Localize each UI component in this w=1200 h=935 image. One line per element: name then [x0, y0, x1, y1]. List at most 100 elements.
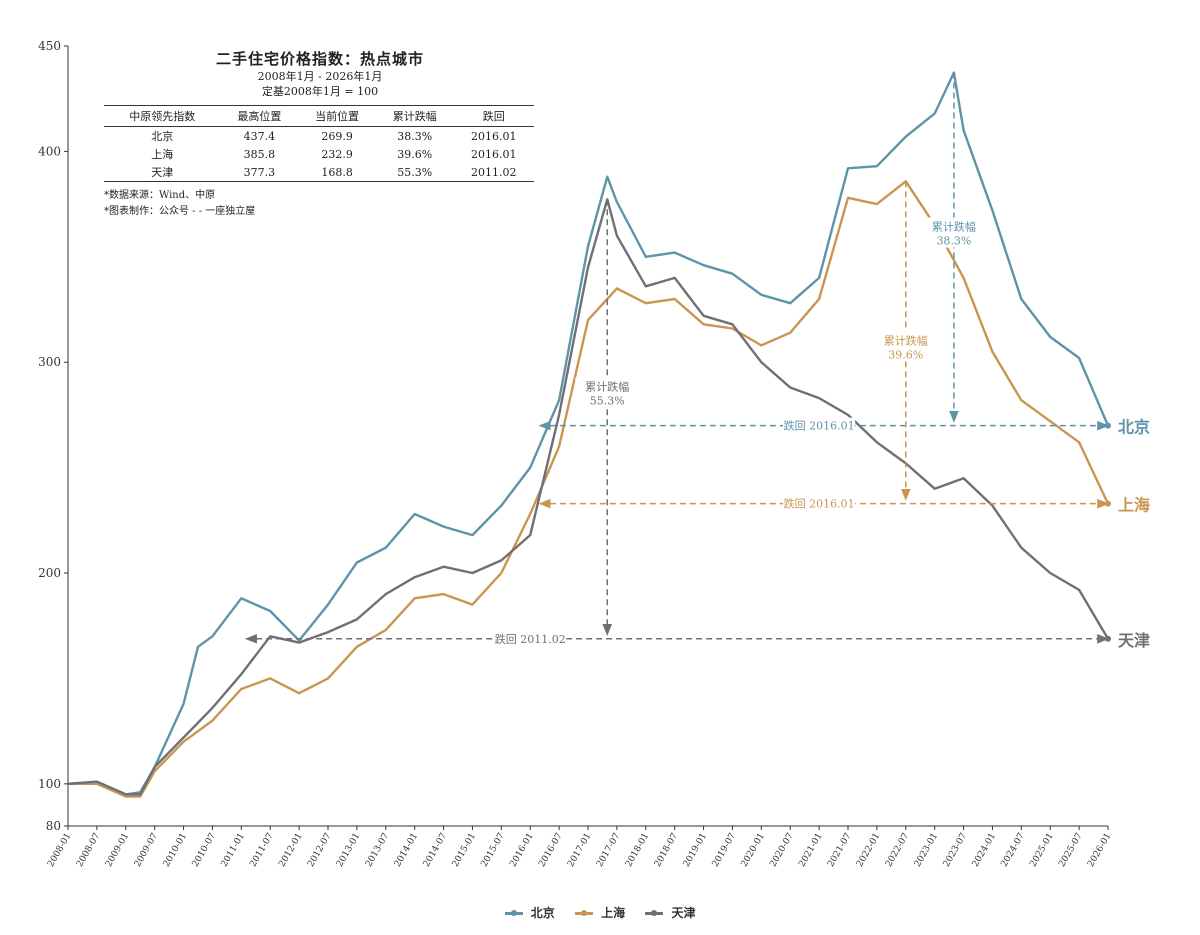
base-note: 定基2008年1月 = 100 [261, 85, 379, 98]
x-tick-label: 2025-01 [1028, 832, 1055, 869]
reference-label-bg [494, 630, 567, 646]
info-table-header: 中原领先指数 [104, 105, 221, 127]
x-tick-label: 2018-01 [624, 832, 651, 869]
end-label: 天津 [1118, 631, 1150, 650]
table-cell: 38.3% [397, 129, 433, 143]
x-tick-label: 2015-01 [451, 832, 478, 869]
table-cell: 2016.01 [471, 129, 517, 143]
y-tick-label: 450 [38, 39, 61, 53]
end-point [1105, 500, 1111, 507]
x-tick-label: 2023-01 [913, 832, 940, 869]
drop-label-bg [575, 377, 640, 408]
y-tick-label: 300 [38, 355, 61, 369]
x-tick-label: 2010-07 [191, 831, 218, 869]
x-tick-label: 2013-07 [364, 831, 391, 869]
drop-label-bg [873, 331, 938, 362]
table-cell: 168.8 [321, 165, 353, 179]
x-tick-label: 2014-07 [422, 831, 449, 869]
y-tick-label: 400 [38, 144, 61, 158]
reference-label-bg [783, 417, 856, 433]
table-cell: 天津 [151, 166, 174, 179]
legend-swatch-shanghai [574, 910, 593, 916]
chart-title: 二手住宅价格指数：热点城市 [215, 50, 424, 68]
x-tick-label: 2022-01 [855, 832, 882, 869]
x-tick-label: 2017-01 [566, 832, 593, 869]
x-tick-label: 2009-07 [133, 831, 160, 869]
table-cell: 377.3 [243, 165, 276, 179]
author-note: *图表制作：公众号 - - 一座独立屋 [104, 206, 256, 217]
x-tick-label: 2025-07 [1057, 831, 1084, 869]
x-tick-label: 2023-07 [942, 831, 969, 869]
end-point [1105, 422, 1111, 429]
x-tick-label: 2021-01 [797, 832, 824, 869]
x-tick-label: 2024-07 [1000, 831, 1027, 869]
drop-value: 39.6% [888, 348, 923, 361]
legend-label: 上海 [601, 906, 626, 920]
info-table-header-row: 中原领先指数 最高位置 当前位置 累计跌幅 跌回 [104, 105, 534, 127]
x-tick-label: 2020-01 [740, 832, 767, 869]
table-cell: 2016.01 [471, 147, 517, 161]
x-tick-label: 2024-01 [971, 832, 998, 869]
drop-label: 累计跌幅 [585, 380, 629, 394]
x-tick-label: 2016-07 [537, 831, 564, 869]
series-line-北京 [67, 71, 1110, 796]
table-cell: 北京 [151, 130, 174, 143]
x-tick-label: 2019-07 [711, 831, 738, 869]
x-tick-label: 2010-01 [162, 832, 189, 869]
drop-value: 38.3% [936, 235, 971, 248]
x-tick-label: 2020-07 [768, 831, 795, 869]
drop-label: 累计跌幅 [884, 333, 928, 347]
info-table-header: 跌回 [453, 105, 534, 127]
y-tick-label: 80 [46, 819, 61, 833]
x-tick-label: 2016-01 [508, 832, 535, 869]
x-tick-label: 2026-01 [1086, 832, 1113, 869]
drop-value: 55.3% [590, 395, 625, 408]
reference-label: 跌回 2016.01 [784, 419, 855, 433]
table-cell: 385.8 [243, 147, 276, 161]
y-tick-label: 100 [38, 777, 61, 791]
legend-item-beijing: 北京 [504, 904, 555, 921]
end-point [1105, 635, 1111, 642]
series-line-天津 [67, 198, 1110, 796]
x-tick-label: 2018-07 [653, 831, 680, 869]
x-tick-label: 2013-01 [335, 832, 362, 869]
x-tick-label: 2012-07 [306, 831, 333, 869]
legend-swatch-beijing [504, 910, 523, 916]
info-panel: 二手住宅价格指数：热点城市 2008年1月 - 2026年1月 定基2008年1… [104, 48, 536, 220]
reference-label-bg [783, 495, 856, 511]
reference-label: 跌回 2011.02 [495, 632, 566, 646]
legend-item-shanghai: 上海 [574, 904, 626, 921]
table-cell: 437.4 [243, 129, 276, 143]
x-tick-label: 2019-01 [682, 832, 709, 869]
table-cell: 39.6% [397, 147, 433, 161]
table-cell: 2011.02 [471, 165, 517, 179]
table-cell: 55.3% [397, 165, 433, 179]
end-label: 北京 [1118, 418, 1150, 437]
chart-legend: 北京 上海 天津 [0, 904, 1200, 921]
table-cell: 上海 [151, 148, 174, 161]
x-tick-label: 2009-01 [104, 832, 131, 869]
x-tick-label: 2017-07 [595, 831, 622, 869]
info-table-header: 累计跌幅 [375, 105, 454, 127]
table-cell: 269.9 [321, 129, 353, 143]
x-tick-label: 2011-07 [248, 831, 275, 869]
x-tick-label: 2022-07 [884, 831, 911, 869]
notes: *数据来源：Wind、中原 *图表制作：公众号 - - 一座独立屋 [104, 188, 536, 220]
table-row: 北京 437.4 269.9 38.3% 2016.01 [104, 127, 534, 146]
x-tick-label: 2008-01 [46, 832, 73, 869]
table-row: 天津 377.3 168.8 55.3% 2011.02 [104, 163, 534, 182]
x-tick-label: 2021-07 [826, 831, 853, 869]
source-note: *数据来源：Wind、中原 [104, 190, 216, 201]
table-row: 上海 385.8 232.9 39.6% 2016.01 [104, 145, 534, 163]
x-tick-label: 2012-01 [277, 832, 304, 869]
drop-label: 累计跌幅 [932, 220, 976, 234]
chart-subtitle: 2008年1月 - 2026年1月 [257, 70, 383, 83]
info-table-header: 当前位置 [298, 105, 376, 127]
info-table-header: 最高位置 [220, 105, 299, 127]
info-table: 中原领先指数 最高位置 当前位置 累计跌幅 跌回 北京 437.4 269.9 … [104, 105, 534, 182]
x-tick-label: 2015-07 [480, 831, 507, 869]
table-cell: 232.9 [321, 147, 353, 161]
x-tick-label: 2014-01 [393, 832, 420, 869]
